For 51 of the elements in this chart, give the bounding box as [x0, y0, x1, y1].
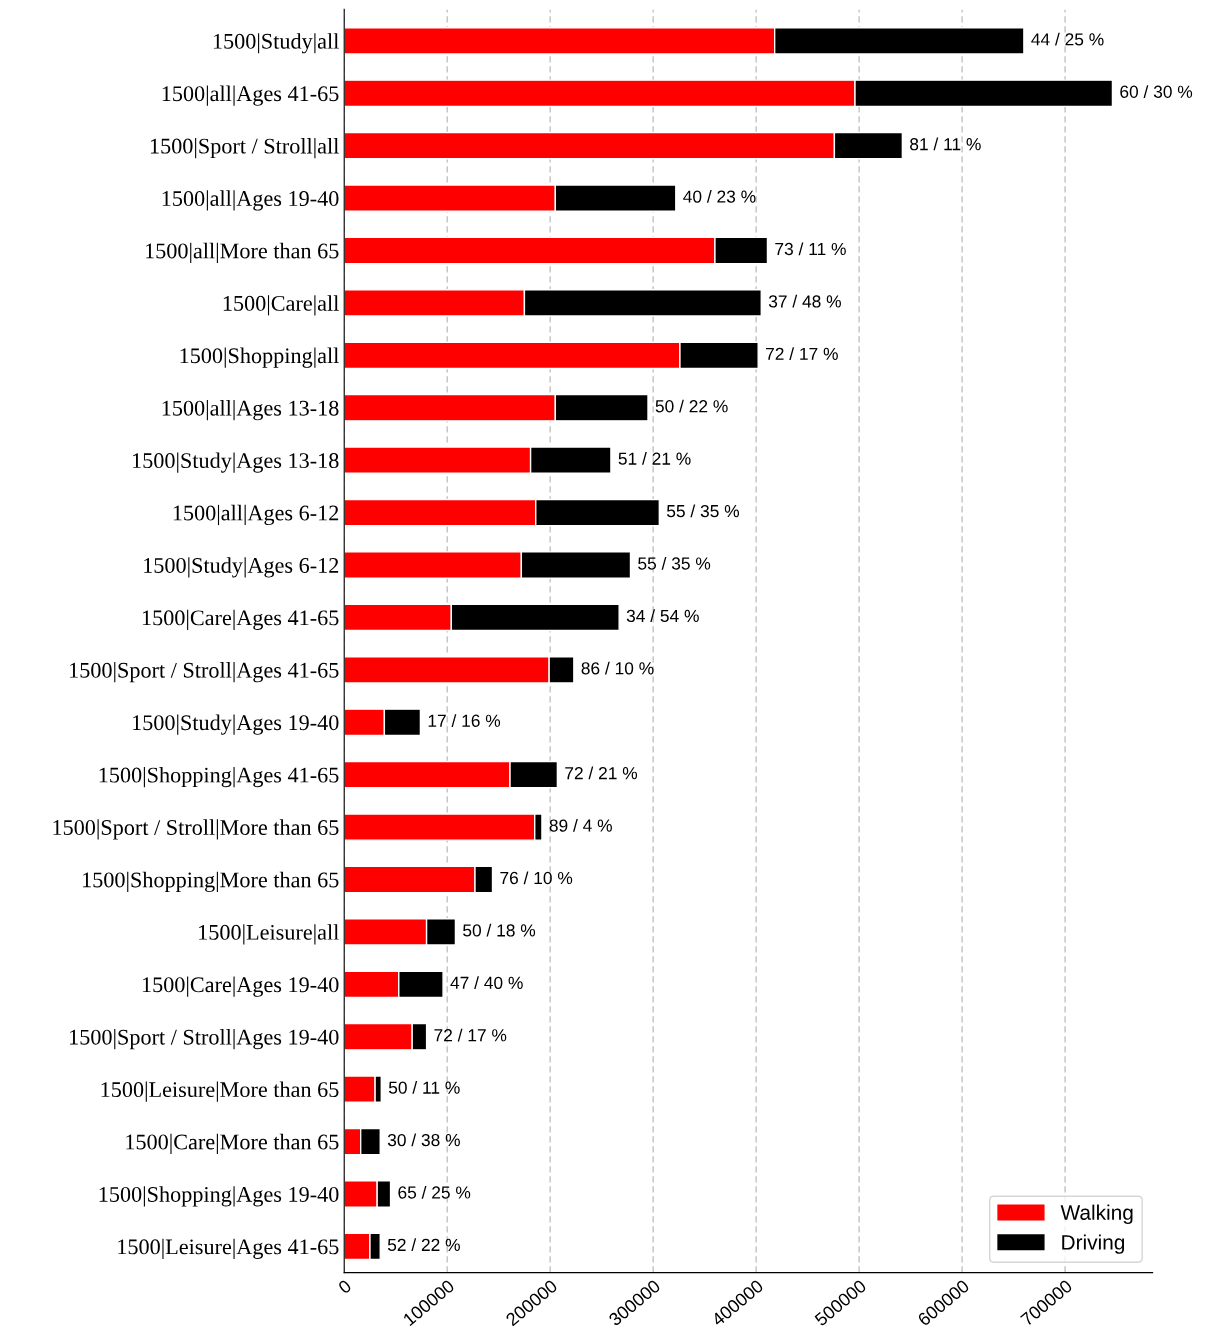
annotation: 37 / 48 % [768, 294, 841, 308]
y-tick-label: 1500|Study|all [213, 33, 339, 54]
annotation: 73 / 11 % [775, 242, 846, 256]
y-tick-label: 1500|Leisure|More than 65 [101, 1081, 339, 1102]
annotation: 72 / 17 % [434, 1028, 507, 1042]
annotation: 72 / 21 % [565, 766, 638, 780]
annotation: 89 / 4 % [549, 818, 612, 832]
annotation: 50 / 22 % [655, 399, 728, 413]
annotation: 86 / 10 % [581, 661, 654, 675]
y-tick-label: 1500|Sport / Stroll|all [150, 137, 339, 159]
y-tick-label: 1500|all|Ages 19-40 [162, 190, 339, 211]
annotation: 34 / 54 % [626, 609, 699, 623]
y-tick-label: 1500|Study|Ages 13-18 [133, 452, 339, 473]
annotation: 17 / 16 % [428, 714, 501, 727]
y-tick-label: 1500|Care|Ages 41-65 [142, 609, 339, 630]
legend-label: Walking [1060, 1204, 1133, 1225]
y-tick-label: 1500|all|Ages 6-12 [173, 504, 339, 526]
y-tick-label: 1500|Sport / Stroll|Ages 19-40 [70, 1029, 339, 1050]
y-tick-label: 1500|Study|Ages 6-12 [144, 557, 339, 578]
annotation: 55 / 35 % [666, 504, 740, 518]
annotation: 50 / 11 % [388, 1081, 460, 1094]
annotation: 47 / 40 % [450, 976, 523, 989]
annotation: 44 / 25 % [1031, 32, 1104, 46]
y-tick-label: 1500|all|Ages 13-18 [162, 400, 339, 421]
y-tick-label: 1500|Care|Ages 19-40 [142, 976, 339, 997]
x-tick-label: 0 [337, 1278, 353, 1295]
y-tick-label: 1500|Study|Ages 19-40 [133, 714, 339, 735]
annotation: 72 / 17 % [766, 347, 838, 360]
y-tick-label: 1500|Care|More than 65 [126, 1133, 339, 1155]
y-tick-label: 1500|Shopping|Ages 41-65 [99, 766, 339, 788]
legend-label: Driving [1062, 1234, 1125, 1254]
y-tick-label: 1500|Sport / Stroll|More than 65 [53, 819, 339, 840]
y-tick-label: 1500|Shopping|all [180, 347, 339, 368]
annotation: 52 / 22 % [387, 1238, 460, 1252]
y-tick-label: 1500|Shopping|Ages 19-40 [99, 1186, 339, 1207]
y-tick-label: 1500|Shopping|More than 65 [83, 871, 339, 892]
y-tick-label: 1500|Leisure|all [199, 924, 339, 945]
annotation: 30 / 38 % [387, 1133, 460, 1147]
annotation: 81 / 11 % [910, 137, 981, 151]
annotation: 40 / 23 % [683, 189, 756, 203]
y-tick-label: 1500|all|More than 65 [146, 242, 339, 264]
annotation: 60 / 30 % [1120, 85, 1193, 98]
annotation: 50 / 18 % [463, 923, 536, 937]
annotation: 51 / 21 % [618, 452, 691, 465]
annotation: 55 / 35 % [638, 556, 711, 570]
annotation: 76 / 10 % [500, 871, 573, 885]
y-tick-label: 1500|Sport / Stroll|Ages 41-65 [70, 662, 339, 683]
annotation: 65 / 25 % [398, 1185, 471, 1199]
y-tick-label: 1500|all|Ages 41-65 [162, 85, 339, 106]
y-tick-label: 1500|Care|all [223, 295, 339, 316]
y-tick-label: 1500|Leisure|Ages 41-65 [118, 1238, 339, 1259]
